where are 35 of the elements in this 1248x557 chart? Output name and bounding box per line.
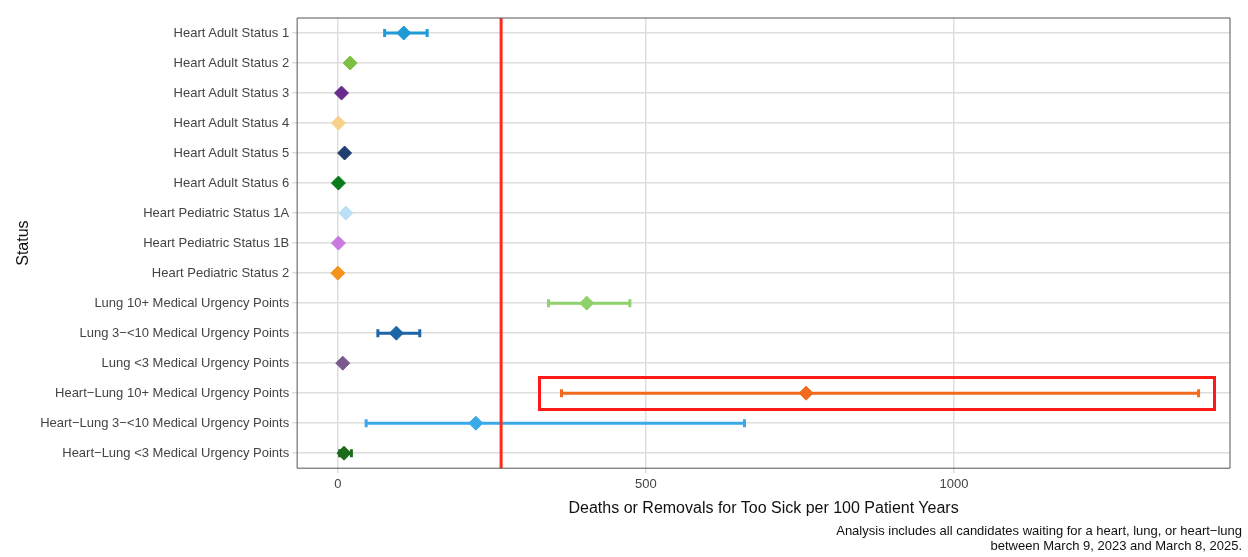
y-tick-label: Heart Pediatric Status 1B [143, 234, 290, 250]
point [338, 205, 354, 221]
y-axis-title: Status [14, 220, 32, 266]
x-tick-label: 1000 [939, 475, 969, 491]
point [388, 325, 404, 341]
point [330, 175, 346, 191]
point [335, 355, 351, 371]
y-tick-label: Heart Adult Status 1 [173, 24, 290, 40]
point [342, 55, 358, 71]
text: Analysis includes all candidates waiting for a heart, lung, or heart−lung between March 9, 2023 and March 8, 2025. [836, 523, 1242, 553]
y-tick-label: Heart Adult Status 3 [173, 84, 290, 100]
point [330, 235, 346, 251]
point [334, 85, 350, 101]
point [468, 415, 484, 431]
point [337, 145, 353, 161]
x-axis-title: Deaths or Removals for Too Sick per 100 Patient Years [568, 498, 959, 516]
y-tick-label: Heart−Lung <3 Medical Urgency Points [62, 444, 290, 460]
y-tick-label: Heart Adult Status 2 [173, 54, 290, 70]
y-tick-label: Heart Adult Status 6 [173, 174, 290, 190]
y-tick-label: Lung <3 Medical Urgency Points [101, 354, 290, 370]
y-tick-label: Heart Adult Status 5 [173, 144, 290, 160]
x-tick-label: 500 [635, 475, 657, 491]
y-tick-label: Heart−Lung 3−<10 Medical Urgency Points [40, 414, 290, 430]
y-tick-label: Heart Pediatric Status 1A [143, 204, 290, 220]
x-tick-label: 0 [334, 475, 342, 491]
y-tick-label: Heart−Lung 10+ Medical Urgency Points [55, 384, 290, 400]
point [798, 385, 814, 401]
y-tick-label: Heart Pediatric Status 2 [151, 264, 290, 280]
point [330, 115, 346, 131]
y-tick-label: Lung 10+ Medical Urgency Points [94, 294, 290, 310]
point [396, 25, 412, 41]
point [579, 295, 595, 311]
y-tick-label: Lung 3−<10 Medical Urgency Points [79, 324, 290, 340]
point [330, 265, 346, 281]
y-tick-label: Heart Adult Status 4 [173, 114, 290, 130]
